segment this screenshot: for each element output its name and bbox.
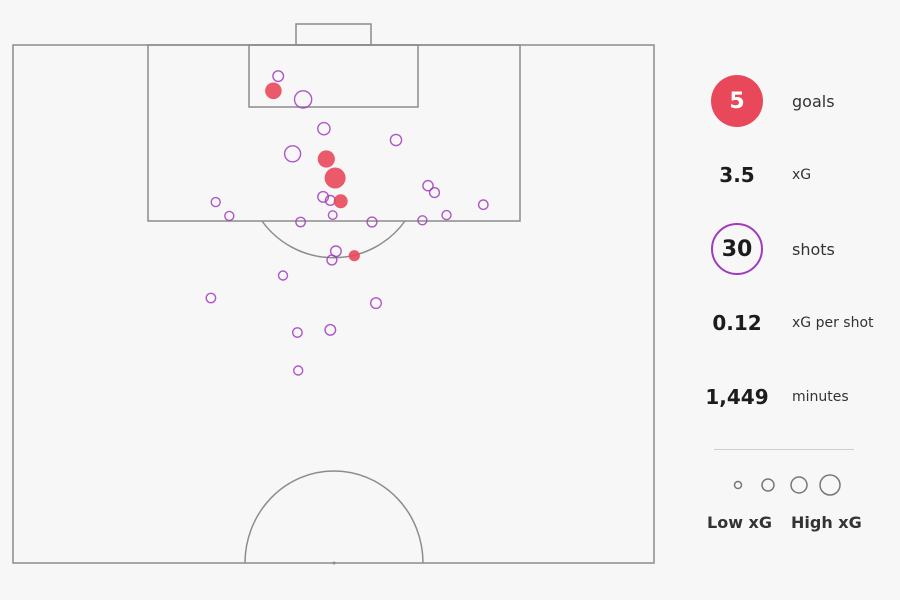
legend-circle-mid-high bbox=[790, 476, 808, 494]
shot-marker-15 bbox=[366, 216, 378, 228]
pitch-outline bbox=[12, 44, 655, 564]
shot-marker-4 bbox=[317, 121, 331, 136]
xg-per-shot-value: 0.12 bbox=[712, 311, 762, 335]
shot-marker-25 bbox=[293, 365, 304, 376]
penalty-arc bbox=[261, 220, 406, 259]
stat-goals: 5 goals bbox=[700, 71, 890, 131]
goals-badge: 5 bbox=[711, 75, 763, 127]
goal-marker-1 bbox=[265, 82, 282, 100]
goals-label: goals bbox=[792, 91, 835, 111]
shots-layer bbox=[205, 70, 489, 376]
legend-circle-mid-low bbox=[761, 478, 775, 492]
legend-divider bbox=[714, 449, 854, 450]
goal-marker-5 bbox=[348, 250, 360, 262]
shot-marker-5 bbox=[389, 133, 403, 147]
shot-marker-6 bbox=[422, 179, 434, 192]
shot-marker-24 bbox=[324, 323, 337, 336]
center-circle bbox=[244, 470, 424, 564]
shot-marker-9 bbox=[210, 196, 221, 208]
xg-value: 3.5 bbox=[719, 163, 755, 187]
goal-marker-2 bbox=[317, 150, 335, 168]
goal-marker-4 bbox=[333, 194, 348, 209]
six-yard-box bbox=[248, 44, 419, 108]
shot-marker-20 bbox=[277, 270, 289, 281]
shot-marker-7 bbox=[428, 187, 441, 199]
stat-shots: 30 shots bbox=[700, 219, 890, 279]
shot-marker-16 bbox=[417, 215, 428, 226]
goal-marker-3 bbox=[324, 167, 346, 189]
shot-marker-21 bbox=[205, 292, 217, 304]
goals-layer bbox=[265, 82, 360, 262]
shot-marker-13 bbox=[327, 210, 338, 221]
shot-marker-3 bbox=[283, 145, 302, 163]
goals-value: 5 bbox=[729, 88, 745, 114]
goal bbox=[295, 23, 372, 46]
shot-marker-8 bbox=[477, 199, 489, 211]
legend-low-label: Low xG bbox=[707, 513, 772, 532]
shot-marker-17 bbox=[441, 209, 452, 221]
legend-high-label: High xG bbox=[791, 513, 862, 532]
shot-marker-2 bbox=[293, 90, 313, 109]
shots-value: 30 bbox=[721, 236, 753, 262]
shot-marker-14 bbox=[295, 216, 306, 228]
center-spot bbox=[332, 561, 336, 565]
stat-minutes: 1,449 minutes bbox=[700, 367, 890, 427]
shots-label: shots bbox=[792, 239, 835, 259]
stat-xg-per-shot: 0.12 xG per shot bbox=[700, 293, 890, 353]
shots-badge: 30 bbox=[711, 223, 763, 275]
penalty-area bbox=[147, 44, 521, 222]
minutes-label: minutes bbox=[792, 389, 849, 405]
minutes-value: 1,449 bbox=[705, 385, 769, 409]
shot-marker-22 bbox=[370, 297, 383, 310]
shot-marker-23 bbox=[291, 327, 303, 338]
xg-per-shot-label: xG per shot bbox=[792, 315, 874, 331]
pitch-lines bbox=[12, 23, 655, 565]
shot-marker-19 bbox=[326, 254, 338, 266]
shot-marker-10 bbox=[224, 210, 235, 222]
shot-marker-1 bbox=[272, 70, 285, 83]
xg-size-legend bbox=[733, 474, 841, 496]
shot-marker-11 bbox=[317, 190, 330, 203]
legend-circle-low bbox=[733, 480, 743, 490]
stat-xg: 3.5 xG bbox=[700, 145, 890, 205]
legend-circle-high bbox=[819, 474, 841, 496]
xg-label: xG bbox=[792, 167, 812, 183]
